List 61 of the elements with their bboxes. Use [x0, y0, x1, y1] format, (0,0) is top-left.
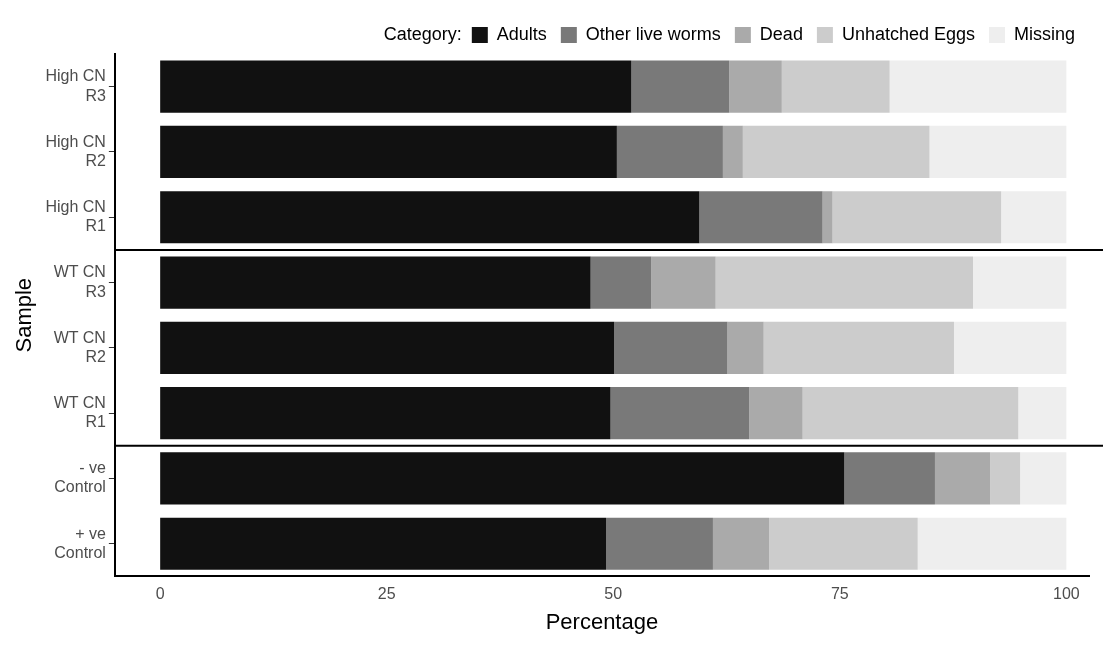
bar: [160, 125, 617, 179]
x-tick-label: 25: [377, 585, 396, 603]
bar: [844, 452, 935, 505]
bar: [160, 321, 615, 374]
bar: [802, 387, 1019, 440]
legend-label: Adults: [496, 23, 547, 44]
bar: [614, 321, 728, 374]
bar: [729, 60, 782, 113]
y-tick-label: High CN R3: [45, 67, 106, 104]
bar: [822, 191, 833, 244]
bar: [722, 125, 743, 179]
bar: [160, 387, 611, 440]
y-tick-label: WT CN R1: [53, 393, 106, 431]
x-tick-label: 75: [830, 585, 849, 603]
y-tick-label: High CN R2: [45, 132, 106, 169]
bar: [889, 60, 1067, 113]
bar: [160, 191, 700, 244]
bar: [610, 387, 750, 440]
bar: [160, 256, 591, 309]
bar: [917, 517, 1067, 570]
bar: [160, 452, 845, 505]
bar: [606, 517, 713, 570]
x-tick-label: 50: [604, 585, 623, 603]
bar: [590, 256, 652, 309]
bar: [727, 321, 764, 374]
bar: [712, 517, 770, 570]
bar: [699, 191, 823, 244]
bar: [616, 125, 723, 179]
bar: [160, 60, 632, 113]
bar: [631, 60, 730, 113]
bar: [651, 256, 716, 309]
legend-label: Missing: [1013, 23, 1075, 44]
bar: [763, 321, 954, 374]
bar: [990, 452, 1021, 505]
bar: [749, 387, 803, 440]
legend-label: Other live worms: [585, 23, 721, 44]
legend-title: Category:: [383, 23, 462, 44]
y-tick-label: WT CN R2: [53, 328, 106, 365]
bar: [1020, 452, 1067, 505]
bar: [929, 125, 1067, 179]
bar: [715, 256, 974, 309]
y-tick-label: WT CN R3: [53, 263, 106, 300]
bar: [934, 452, 991, 505]
bar: [769, 517, 918, 570]
y-tick-label: - ve Control: [54, 459, 106, 496]
y-tick-label: + ve Control: [54, 524, 106, 561]
bar: [742, 125, 930, 179]
bar: [973, 256, 1067, 309]
bar: [1018, 387, 1067, 440]
legend-label: Unhatched Eggs: [841, 23, 975, 44]
bar: [832, 191, 1002, 244]
legend-label: Dead: [759, 23, 803, 44]
y-axis-title: Sample: [11, 277, 37, 353]
y-tick-label: High CN R1: [45, 198, 106, 235]
bar: [781, 60, 890, 113]
bar: [953, 321, 1067, 374]
x-tick-label: 0: [155, 585, 165, 603]
x-axis-title: Percentage: [545, 608, 659, 634]
bar: [160, 517, 607, 570]
bar: [1001, 191, 1067, 244]
x-tick-label: 100: [1052, 585, 1080, 603]
